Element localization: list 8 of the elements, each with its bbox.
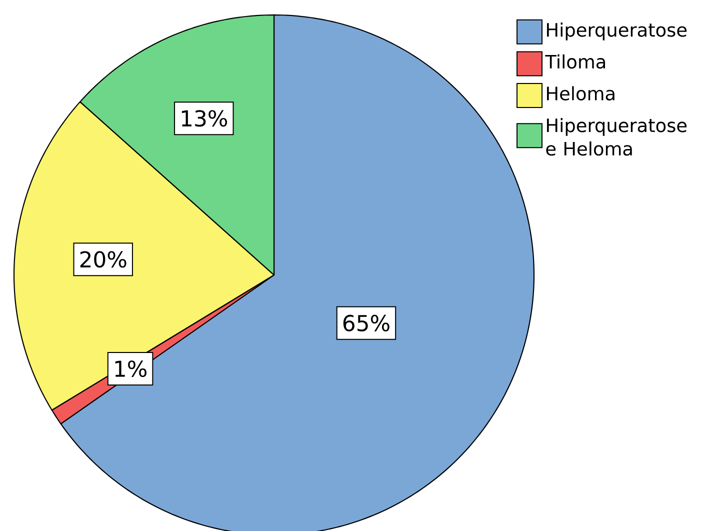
data-label: 20% — [80, 251, 126, 268]
data-label: 1% — [115, 360, 146, 378]
data-label: 65% — [343, 314, 390, 332]
legend-label: Hiperqueratose — [547, 22, 687, 40]
legend-label: Heloma — [547, 86, 614, 100]
legend-label: Tiloma — [545, 54, 606, 69]
legend-label: Hiperqueratose e Heloma — [546, 118, 687, 156]
data-label: 13% — [182, 110, 228, 127]
